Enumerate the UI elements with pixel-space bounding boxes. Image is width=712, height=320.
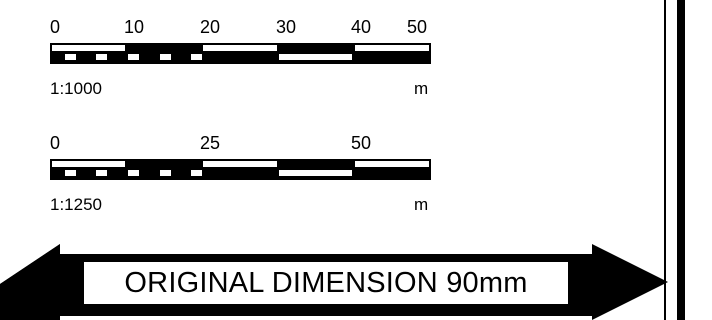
scale-bar-2-sub: [65, 170, 76, 176]
scale-bar-1-sub: [160, 54, 171, 60]
dimension-label: ORIGINAL DIMENSION 90mm: [124, 266, 528, 299]
scale-bar-2-sub: [96, 170, 107, 176]
scale-bar-2: [50, 159, 431, 180]
scale-bar-2-seg: [279, 170, 352, 176]
scale-bar-2-sub: [160, 170, 171, 176]
scale-bar-2-seg: [203, 161, 277, 167]
scale-bar-1-unit: m: [414, 79, 429, 98]
scale-bar-1-seg: [279, 54, 352, 60]
left-arrowhead-tip: [0, 244, 60, 320]
scale-bar-1-tick-0: 0: [49, 17, 61, 37]
dimension-label-box: ORIGINAL DIMENSION 90mm: [82, 260, 570, 306]
scale-bar-2-sub: [191, 170, 202, 176]
scale-bar-1-seg: [52, 45, 125, 51]
scale-bar-1-seg: [203, 45, 277, 51]
scale-bar-2-tick-0: 0: [49, 133, 61, 153]
scale-bar-1-tick-40: 40: [350, 17, 372, 37]
scale-bar-2-sub: [128, 170, 139, 176]
scale-bar-1-tick-50: 50: [406, 17, 428, 37]
scale-bar-1-sub: [191, 54, 202, 60]
scale-bar-2-seg: [52, 161, 125, 167]
scale-bar-1-sub: [96, 54, 107, 60]
scale-bar-1-tick-10: 10: [123, 17, 145, 37]
scale-bar-1-ratio: 1:1000: [50, 79, 102, 98]
right-arrowhead: [592, 244, 668, 320]
scale-bar-1-sub: [128, 54, 139, 60]
scale-bar-1-tick-30: 30: [275, 17, 297, 37]
border-line-thin: [664, 0, 666, 320]
border-line-thick: [677, 0, 685, 320]
scale-bar-1-sub: [65, 54, 76, 60]
scale-bar-2-tick-25: 25: [199, 133, 221, 153]
scale-bar-2-ratio: 1:1250: [50, 195, 102, 214]
scale-bar-1: [50, 43, 431, 64]
scale-bar-1-seg: [355, 45, 429, 51]
scale-bar-2-tick-50: 50: [350, 133, 372, 153]
scale-bar-1-tick-20: 20: [199, 17, 221, 37]
scale-bar-2-seg: [355, 161, 429, 167]
scale-bar-2-unit: m: [414, 195, 429, 214]
